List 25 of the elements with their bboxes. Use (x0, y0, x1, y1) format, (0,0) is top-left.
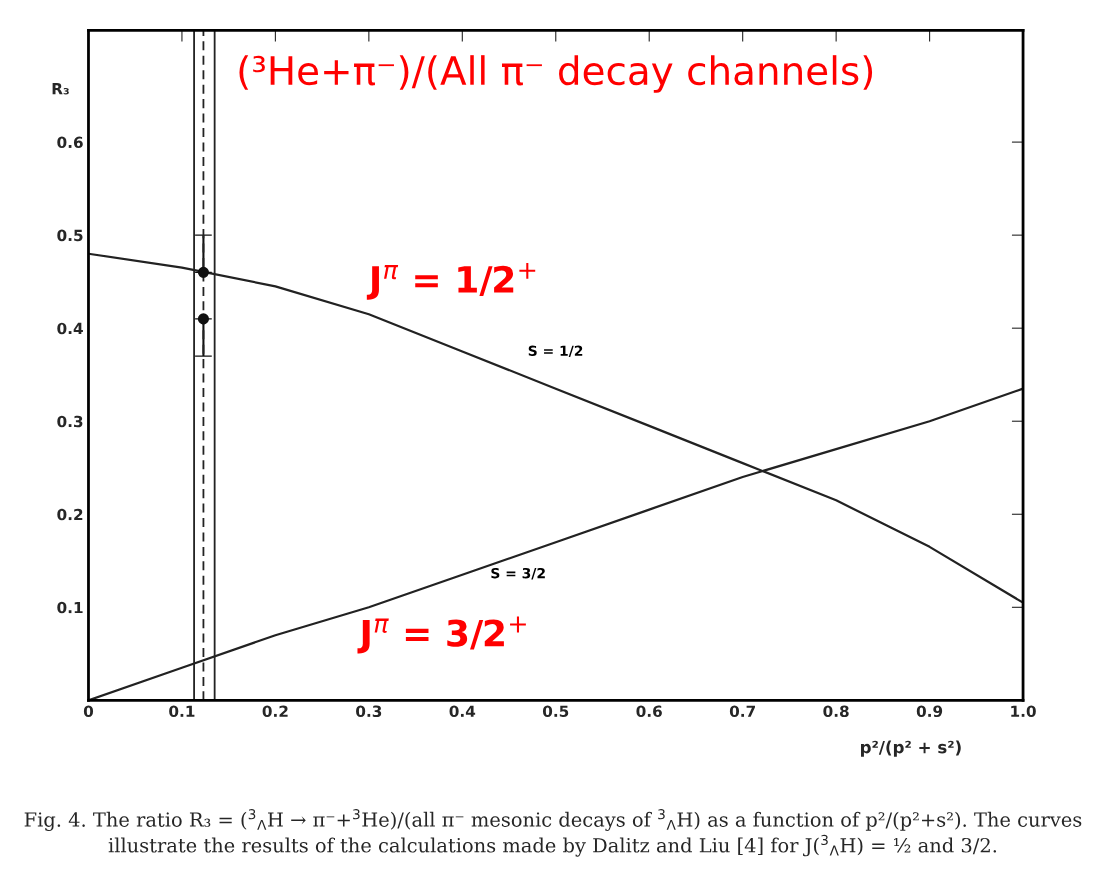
y-tick-label: 0.5 (57, 229, 83, 242)
annotation: S = 3/2 (491, 567, 545, 580)
x-tick-label: 0.7 (729, 705, 755, 718)
x-tick-label: 0 (83, 705, 94, 718)
x-tick-label: 0.8 (823, 705, 849, 718)
annotation: J$^{π}$ = 1/2$^{+}$ (366, 262, 536, 300)
y-axis-title: R₃ (52, 83, 69, 95)
x-tick-label: 0.5 (542, 705, 569, 718)
x-tick-label: 0.6 (636, 705, 662, 718)
x-tick-label: 0.2 (262, 705, 288, 718)
text: Fig. 4. The ratio R₃ = ($^{3}$$_{Λ}$H → π⁻+$^{3}$He)/(all π⁻ mesonic decays of $^{3}$$_{Λ}$H) as a function of p²/(p²+s²). The curves illustrate the results of the calculations made by Dalitz and Liu [4] for J($^{3}$$_{Λ}$H) = ½ and 3/2. (24, 809, 1082, 857)
y-tick-label: 0.1 (57, 601, 83, 614)
y-tick-label: 0.6 (57, 136, 83, 149)
annotation: S = 1/2 (528, 345, 583, 358)
x-tick-label: 0.9 (916, 705, 943, 718)
text: (³He+π⁻)/(All π⁻ decay channels) (239, 55, 873, 93)
y-tick-label: 0.2 (57, 508, 83, 521)
y-tick-label: 0.3 (57, 415, 83, 428)
y-tick-label: 0.4 (57, 322, 83, 335)
x-tick-label: 0.1 (169, 705, 195, 718)
annotation: J$^{π}$ = 3/2$^{+}$ (357, 616, 526, 654)
x-tick-label: 1.0 (1011, 705, 1036, 718)
x-tick-label: 0.4 (449, 705, 476, 718)
x-tick-label: 0.3 (356, 705, 382, 718)
x-axis-title: p²/(p² + s²) (861, 740, 961, 757)
